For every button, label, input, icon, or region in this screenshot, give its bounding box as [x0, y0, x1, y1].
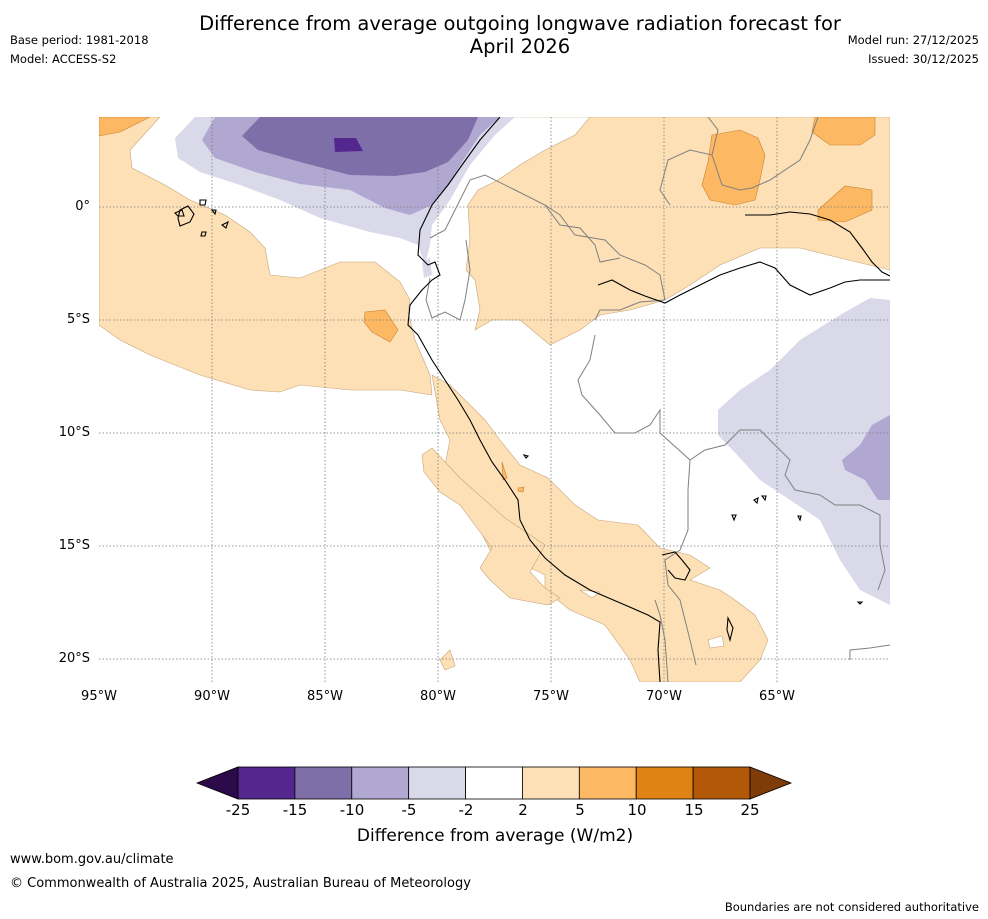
x-tick-label: 85°W — [307, 689, 343, 704]
colorbar-min-extension — [195, 766, 239, 800]
ocean-positive-anomaly-region — [99, 117, 433, 396]
ocean-positive-anomaly-region-small — [439, 649, 456, 671]
colorbar-tick-label: -15 — [282, 801, 308, 819]
negative-anomaly-region-east-medium — [842, 415, 890, 500]
country-borders — [425, 117, 890, 682]
website-link[interactable]: www.bom.gov.au/climate — [10, 852, 174, 867]
copyright-text: © Commonwealth of Australia 2025, Austra… — [10, 876, 471, 891]
colorbar-boxes — [237, 766, 751, 800]
model-label: Model: ACCESS-S2 — [10, 52, 117, 66]
colorbar-max-extension — [749, 766, 793, 800]
model-run-label: Model run: 27/12/2025 — [847, 33, 979, 47]
colorbar-tick-label: -2 — [458, 801, 474, 819]
boundaries — [174, 117, 890, 682]
colorbar-box — [351, 766, 410, 800]
x-tick-label: 65°W — [759, 689, 795, 704]
land-positive-anomaly-region-north — [465, 117, 890, 346]
strong-positive-anomaly-patch — [701, 129, 766, 206]
map-graticule — [99, 117, 890, 682]
disclaimer-text: Boundaries are not considered authoritat… — [724, 900, 979, 914]
colorbar-box — [578, 766, 637, 800]
colorbar-box — [237, 766, 296, 800]
colorbar — [195, 766, 793, 800]
x-tick-label: 80°W — [420, 689, 456, 704]
ocean-positive-anomaly-region-south — [421, 447, 561, 606]
land-neutral-gap — [707, 635, 725, 649]
strong-positive-anomaly-patch — [363, 309, 399, 343]
strong-positive-anomaly-patch — [517, 486, 525, 493]
colorbar-box — [294, 766, 353, 800]
colorbar-tick-label: 5 — [575, 801, 585, 819]
colorbar-tick-label: 15 — [684, 801, 704, 819]
y-tick-label: 10°S — [58, 425, 90, 440]
x-tick-label: 70°W — [646, 689, 682, 704]
y-tick-label: 5°S — [66, 312, 90, 327]
issued-label: Issued: 30/12/2025 — [868, 52, 979, 66]
colorbar-box — [522, 766, 580, 800]
y-tick-label: 20°S — [58, 651, 90, 666]
base-period-label: Base period: 1981-2018 — [10, 33, 149, 47]
colorbar-box — [465, 766, 523, 800]
colorbar-tick-label: -10 — [339, 801, 365, 819]
chart-title-line1: Difference from average outgoing longwav… — [199, 12, 841, 35]
x-tick-label: 75°W — [533, 689, 569, 704]
negative-anomaly-core — [334, 138, 363, 152]
chart-title-line2: April 2026 — [469, 35, 571, 58]
chart-title: Difference from average outgoing longwav… — [160, 12, 880, 58]
strong-positive-anomaly-patch — [811, 117, 876, 146]
colorbar-tick-label: 2 — [518, 801, 528, 819]
colorbar-box — [692, 766, 751, 800]
colorbar-box — [408, 766, 466, 800]
anomaly-field — [99, 117, 890, 682]
x-tick-label: 95°W — [81, 689, 117, 704]
colorbar-tick-label: -25 — [225, 801, 251, 819]
strong-positive-anomaly-patch — [817, 185, 873, 223]
colorbar-tick-label: 25 — [740, 801, 760, 819]
negative-anomaly-small-patch — [422, 258, 432, 278]
colorbar-title: Difference from average (W/m2) — [356, 826, 634, 846]
negative-anomaly-region-east — [718, 298, 890, 605]
colorbar-box — [635, 766, 694, 800]
x-tick-label: 90°W — [194, 689, 230, 704]
strong-positive-anomaly-patch — [501, 461, 508, 481]
colorbar-tick-label: -5 — [401, 801, 417, 819]
y-tick-label: 0° — [75, 199, 90, 214]
colorbar-tick-label: 10 — [627, 801, 647, 819]
strong-positive-anomaly-patch — [99, 117, 151, 137]
y-tick-label: 15°S — [58, 538, 90, 553]
coastlines — [174, 117, 890, 682]
